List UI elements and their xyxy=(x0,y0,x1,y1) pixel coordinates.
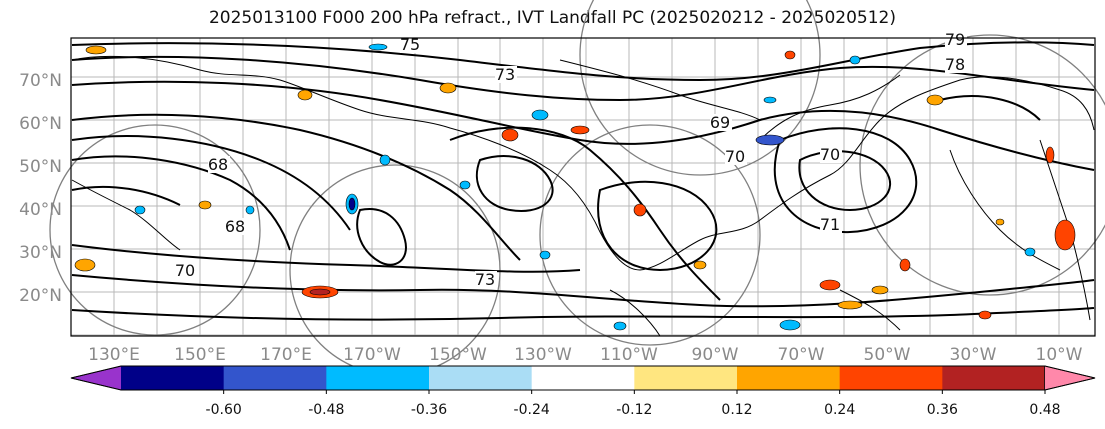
latitude-label: 40°N xyxy=(19,200,62,220)
colorbar-tick-label: -0.60 xyxy=(206,402,242,418)
longitude-label: 30°W xyxy=(950,345,997,365)
contour-labels: 75 79 78 69 70 70 73 68 68 70 73 71 xyxy=(175,30,967,289)
contour-label: 73 xyxy=(475,270,495,289)
colorbar-tick-label: -0.36 xyxy=(411,402,447,418)
colorbar-segment xyxy=(942,366,1046,390)
longitude-label: 130°W xyxy=(514,345,572,365)
colorbar-high-extend xyxy=(1044,365,1096,391)
coastlines xyxy=(71,55,1095,337)
contour-label: 73 xyxy=(495,65,515,84)
longitude-label: 150°E xyxy=(174,345,226,365)
colorbar-segment xyxy=(326,366,430,390)
colorbar-segment xyxy=(737,366,841,390)
contour-label-background xyxy=(820,216,842,233)
contour-label: 79 xyxy=(945,30,965,49)
contour-label: 75 xyxy=(400,35,420,54)
map-panel: 75 79 78 69 70 70 73 68 68 70 73 71 xyxy=(49,0,1105,376)
colorbar-tick-label: -0.24 xyxy=(514,402,550,418)
contour-label-background xyxy=(710,114,732,131)
map-title: 2025013100 F000 200 hPa refract., IVT La… xyxy=(208,8,896,28)
latitude-label: 20°N xyxy=(19,286,62,306)
contour-label-background xyxy=(400,36,422,53)
contour-label: 68 xyxy=(225,217,245,236)
latitude-label: 50°N xyxy=(19,157,62,177)
contour-label-background xyxy=(945,56,967,73)
contour-label-background xyxy=(820,146,842,163)
contour-label: 70 xyxy=(175,261,195,280)
latitude-label: 60°N xyxy=(19,114,62,134)
contour-label-background xyxy=(475,271,497,288)
contour-label-background xyxy=(208,156,230,173)
colorbar-segment xyxy=(121,366,225,390)
colorbar-tick-label: 0.12 xyxy=(721,402,752,418)
landfall-circles xyxy=(49,0,1105,376)
ivt-patches xyxy=(74,43,1076,331)
contour-label: 70 xyxy=(820,145,840,164)
longitude-label: 70°W xyxy=(778,345,825,365)
contour-label: 68 xyxy=(208,155,228,174)
longitude-labels: 130°E 150°E 170°E 170°W 150°W 130°W 110°W 90°W 7… xyxy=(88,345,1083,365)
longitude-label: 130°E xyxy=(88,345,140,365)
contour-label: 70 xyxy=(725,147,745,166)
contour-label: 78 xyxy=(945,55,965,74)
colorbar-outline xyxy=(70,365,1096,391)
colorbar-tick-label: -0.48 xyxy=(308,402,344,418)
longitude-label: 170°W xyxy=(343,345,401,365)
colorbar-tick-labels: -0.60 -0.48 -0.36 -0.24 -0.12 0.12 0.24 0.36 0.4… xyxy=(206,390,1061,418)
colorbar-segment xyxy=(429,366,533,390)
map-frame xyxy=(70,37,1096,337)
longitude-label: 150°W xyxy=(429,345,487,365)
longitude-label: 170°E xyxy=(260,345,312,365)
latitude-labels: 70°N 60°N 50°N 40°N 30°N 20°N xyxy=(19,71,62,306)
contour-label-background xyxy=(175,262,197,279)
contour-label-background xyxy=(495,66,517,83)
contour-label: 71 xyxy=(820,215,840,234)
colorbar-segment xyxy=(531,366,635,390)
colorbar-tick-label: -0.12 xyxy=(616,402,652,418)
longitude-label: 110°W xyxy=(600,345,658,365)
colorbar-segment xyxy=(223,366,327,390)
colorbar-tick-label: 0.36 xyxy=(927,402,958,418)
latitude-label: 30°N xyxy=(19,243,62,263)
latitude-label: 70°N xyxy=(19,71,62,91)
colorbar-low-extend xyxy=(70,365,122,391)
contour-label-background xyxy=(945,31,967,48)
longitude-label: 10°W xyxy=(1036,345,1083,365)
longitude-label: 50°W xyxy=(864,345,911,365)
contour-label: 69 xyxy=(710,113,730,132)
colorbar-segment xyxy=(839,366,943,390)
longitude-label: 90°W xyxy=(692,345,739,365)
colorbar xyxy=(70,365,1096,391)
contour-label-background xyxy=(725,148,747,165)
colorbar-tick-label: 0.24 xyxy=(824,402,855,418)
colorbar-segment xyxy=(634,366,738,390)
colorbar-tick-label: 0.48 xyxy=(1029,402,1060,418)
contour-label-background xyxy=(225,218,247,235)
